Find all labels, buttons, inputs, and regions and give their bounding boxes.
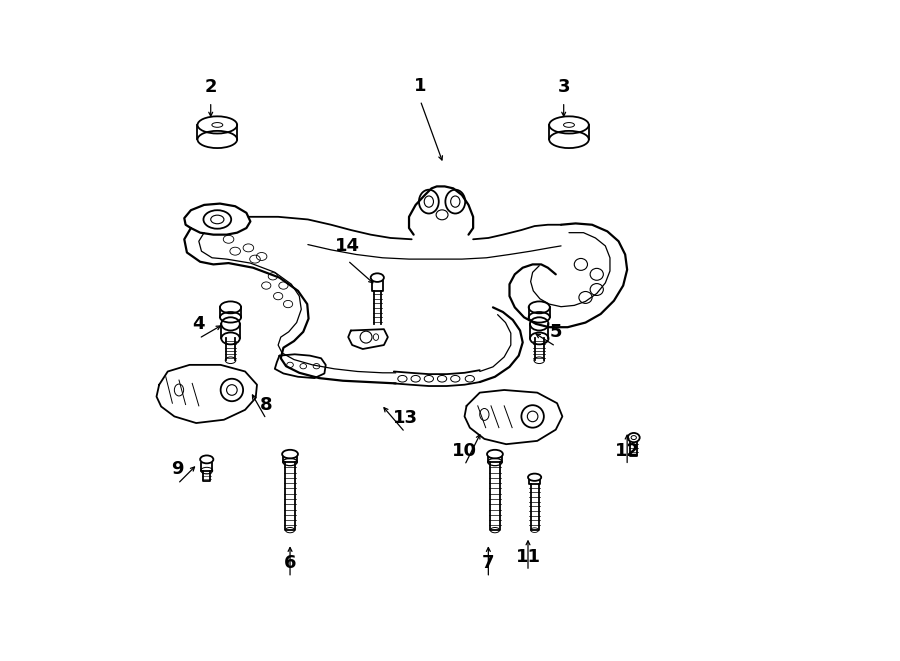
Text: 4: 4 <box>193 315 205 333</box>
Text: 13: 13 <box>392 408 418 427</box>
Text: 2: 2 <box>204 78 217 97</box>
Text: 3: 3 <box>557 78 570 97</box>
Text: 7: 7 <box>482 554 495 572</box>
Text: 6: 6 <box>284 554 296 572</box>
Text: 14: 14 <box>335 237 360 255</box>
Text: 11: 11 <box>516 547 541 566</box>
Text: 5: 5 <box>550 323 562 341</box>
Text: 1: 1 <box>414 77 427 95</box>
Text: 8: 8 <box>260 395 273 414</box>
Text: 9: 9 <box>171 460 184 479</box>
Text: 12: 12 <box>615 442 640 460</box>
Text: 10: 10 <box>452 442 477 460</box>
